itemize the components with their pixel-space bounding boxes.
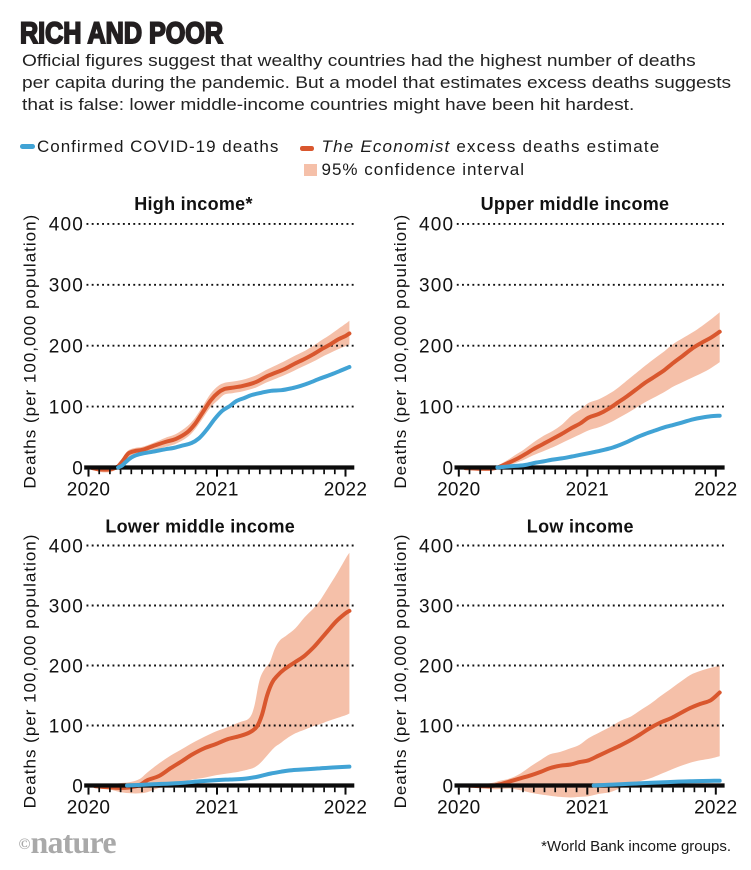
svg-text:200: 200 <box>419 656 454 677</box>
svg-text:0: 0 <box>443 776 455 797</box>
svg-text:High income*: High income* <box>134 194 253 214</box>
svg-text:2020: 2020 <box>437 798 480 819</box>
svg-text:2021: 2021 <box>195 480 238 501</box>
svg-text:200: 200 <box>49 337 84 358</box>
svg-text:2022: 2022 <box>324 480 367 501</box>
svg-text:200: 200 <box>419 337 454 358</box>
svg-text:100: 100 <box>49 716 84 737</box>
svg-text:Upper middle income: Upper middle income <box>481 194 670 214</box>
svg-text:2021: 2021 <box>566 480 609 501</box>
svg-text:200: 200 <box>49 656 84 677</box>
svg-text:2020: 2020 <box>67 480 110 501</box>
svg-text:2021: 2021 <box>566 798 609 819</box>
svg-text:100: 100 <box>49 397 84 418</box>
svg-text:0: 0 <box>72 776 84 797</box>
svg-text:0: 0 <box>72 458 84 479</box>
svg-text:300: 300 <box>419 596 454 617</box>
svg-text:2020: 2020 <box>67 798 110 819</box>
svg-text:Deaths (per 100,000 population: Deaths (per 100,000 population) <box>391 534 410 809</box>
svg-text:300: 300 <box>419 276 454 297</box>
svg-text:2022: 2022 <box>694 798 737 819</box>
svg-text:Deaths (per 100,000 population: Deaths (per 100,000 population) <box>391 214 410 489</box>
svg-text:Deaths (per 100,000 population: Deaths (per 100,000 population) <box>21 214 40 489</box>
svg-text:Low income: Low income <box>527 517 634 537</box>
svg-text:400: 400 <box>419 536 454 557</box>
svg-text:300: 300 <box>49 276 84 297</box>
svg-text:300: 300 <box>49 596 84 617</box>
svg-text:2021: 2021 <box>195 798 238 819</box>
svg-text:400: 400 <box>49 215 84 236</box>
svg-text:100: 100 <box>419 397 454 418</box>
svg-text:100: 100 <box>419 716 454 737</box>
svg-text:Lower middle income: Lower middle income <box>105 517 295 537</box>
svg-text:2020: 2020 <box>437 480 480 501</box>
svg-text:2022: 2022 <box>694 480 737 501</box>
svg-text:2022: 2022 <box>324 798 367 819</box>
svg-text:400: 400 <box>49 536 84 557</box>
svg-text:Deaths (per 100,000 population: Deaths (per 100,000 population) <box>21 534 40 809</box>
svg-text:0: 0 <box>443 458 455 479</box>
svg-text:400: 400 <box>419 215 454 236</box>
